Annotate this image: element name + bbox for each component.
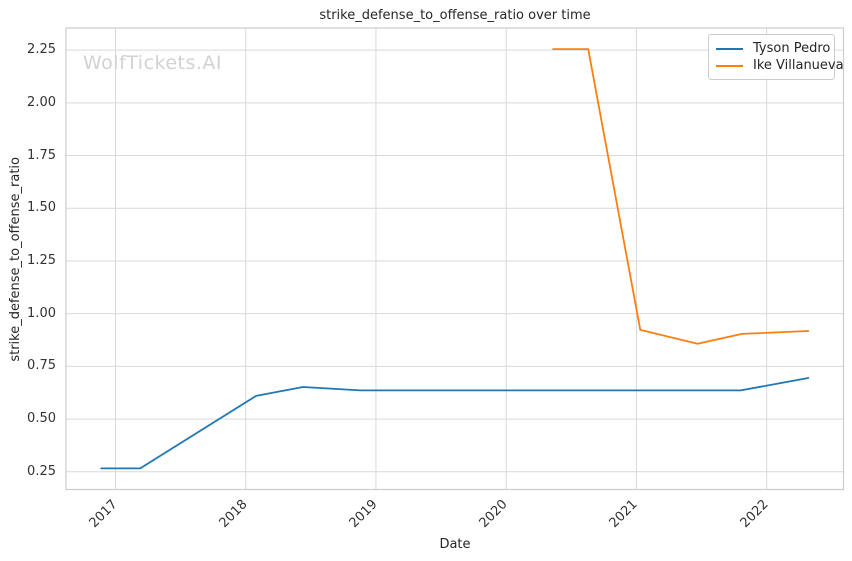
legend-line-swatch-orange: [716, 64, 743, 67]
chart-title: strike_defense_to_offense_ratio over tim…: [319, 8, 591, 23]
series-line-tyson-pedro: [100, 377, 810, 470]
legend-line-swatch-blue: [716, 47, 743, 50]
series-line-ike-villanueva: [552, 48, 810, 345]
legend-label: Ike Villanueva: [753, 58, 844, 73]
x-axis-label: Date: [439, 537, 471, 552]
plot-spines: [65, 27, 845, 491]
legend-label: Tyson Pedro: [753, 41, 831, 56]
y-tick-label-1.50: 1.50: [27, 200, 56, 216]
y-tick-label-0.50: 0.50: [27, 411, 56, 427]
legend-entry-tyson-pedro: Tyson Pedro: [716, 40, 831, 57]
legend-entry-ike-villanueva: Ike Villanueva: [716, 57, 844, 74]
y-tick-label-2.00: 2.00: [27, 94, 56, 110]
y-tick-label-0.75: 0.75: [27, 358, 56, 374]
y-tick-label-1.00: 1.00: [27, 305, 56, 321]
y-tick-label-0.25: 0.25: [27, 463, 56, 479]
watermark-text: WolfTickets.AI: [83, 52, 223, 74]
y-tick-label-1.25: 1.25: [27, 252, 56, 268]
y-tick-label-2.25: 2.25: [27, 42, 56, 58]
legend-box: Tyson Pedro Ike Villanueva: [708, 34, 844, 80]
y-tick-label-1.75: 1.75: [27, 147, 56, 163]
